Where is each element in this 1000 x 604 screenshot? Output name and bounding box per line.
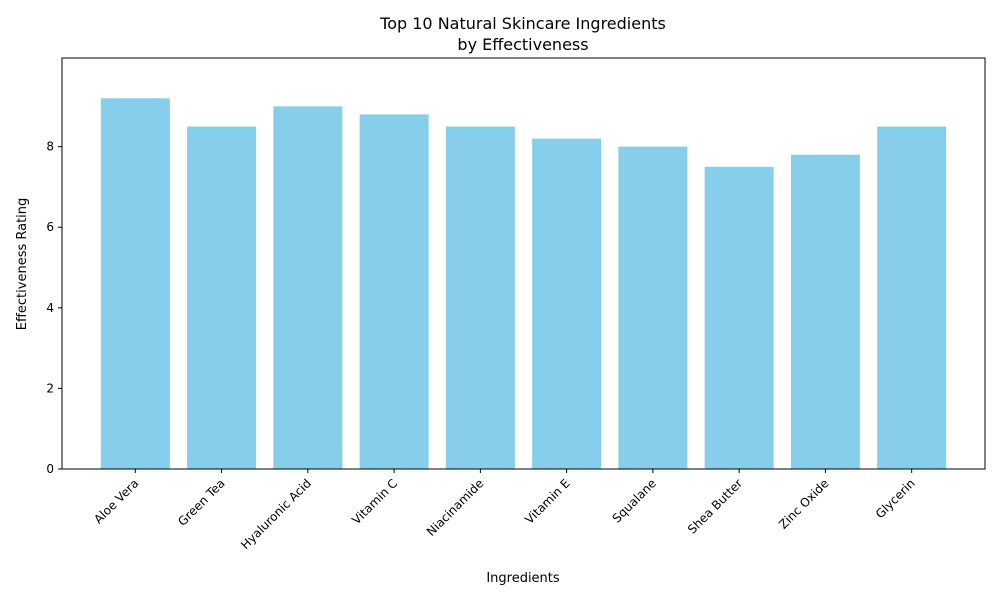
y-tick-label: 2 bbox=[46, 381, 54, 395]
x-tick-label: Glycerin bbox=[873, 476, 918, 521]
bar-hyaluronic-acid bbox=[273, 106, 343, 470]
chart-title-line-1: Top 10 Natural Skincare Ingredients bbox=[379, 14, 666, 33]
y-tick-label: 8 bbox=[46, 140, 54, 154]
bar-aloe-vera bbox=[100, 98, 170, 469]
x-tick-label: Vitamin C bbox=[349, 476, 400, 527]
x-axis-ticks: Aloe Vera Green Tea Hyaluronic Acid Vitamin… bbox=[91, 469, 918, 552]
x-tick-label: Squalane bbox=[610, 476, 659, 525]
x-tick-label: Green Tea bbox=[175, 476, 227, 528]
bar-zinc-oxide bbox=[790, 154, 860, 470]
x-axis-label: Ingredients bbox=[486, 571, 560, 586]
bar-green-tea bbox=[187, 126, 257, 469]
x-tick-label: Vitamin E bbox=[522, 476, 572, 526]
y-axis-ticks: 0 2 4 6 8 bbox=[46, 140, 62, 476]
bar-glycerin bbox=[877, 126, 947, 469]
bar-niacinamide bbox=[445, 126, 515, 469]
y-tick-label: 0 bbox=[46, 462, 54, 476]
chart-title-line-2: by Effectiveness bbox=[457, 35, 588, 54]
bar-squalane bbox=[618, 146, 688, 469]
x-tick-label: Aloe Vera bbox=[91, 476, 141, 526]
bar-shea-butter bbox=[704, 166, 774, 469]
y-tick-label: 6 bbox=[46, 220, 54, 234]
bar-vitamin-e bbox=[532, 138, 602, 469]
x-tick-label: Niacinamide bbox=[424, 476, 487, 539]
plot-area-frame bbox=[61, 57, 986, 470]
y-axis-label: Effectiveness Rating bbox=[15, 198, 30, 331]
x-tick-label: Zinc Oxide bbox=[776, 476, 831, 531]
x-tick-label: Shea Butter bbox=[685, 476, 745, 536]
x-tick-label: Hyaluronic Acid bbox=[238, 476, 314, 552]
bars-group bbox=[100, 98, 947, 470]
bar-vitamin-c bbox=[359, 114, 429, 469]
y-tick-label: 4 bbox=[46, 301, 54, 315]
